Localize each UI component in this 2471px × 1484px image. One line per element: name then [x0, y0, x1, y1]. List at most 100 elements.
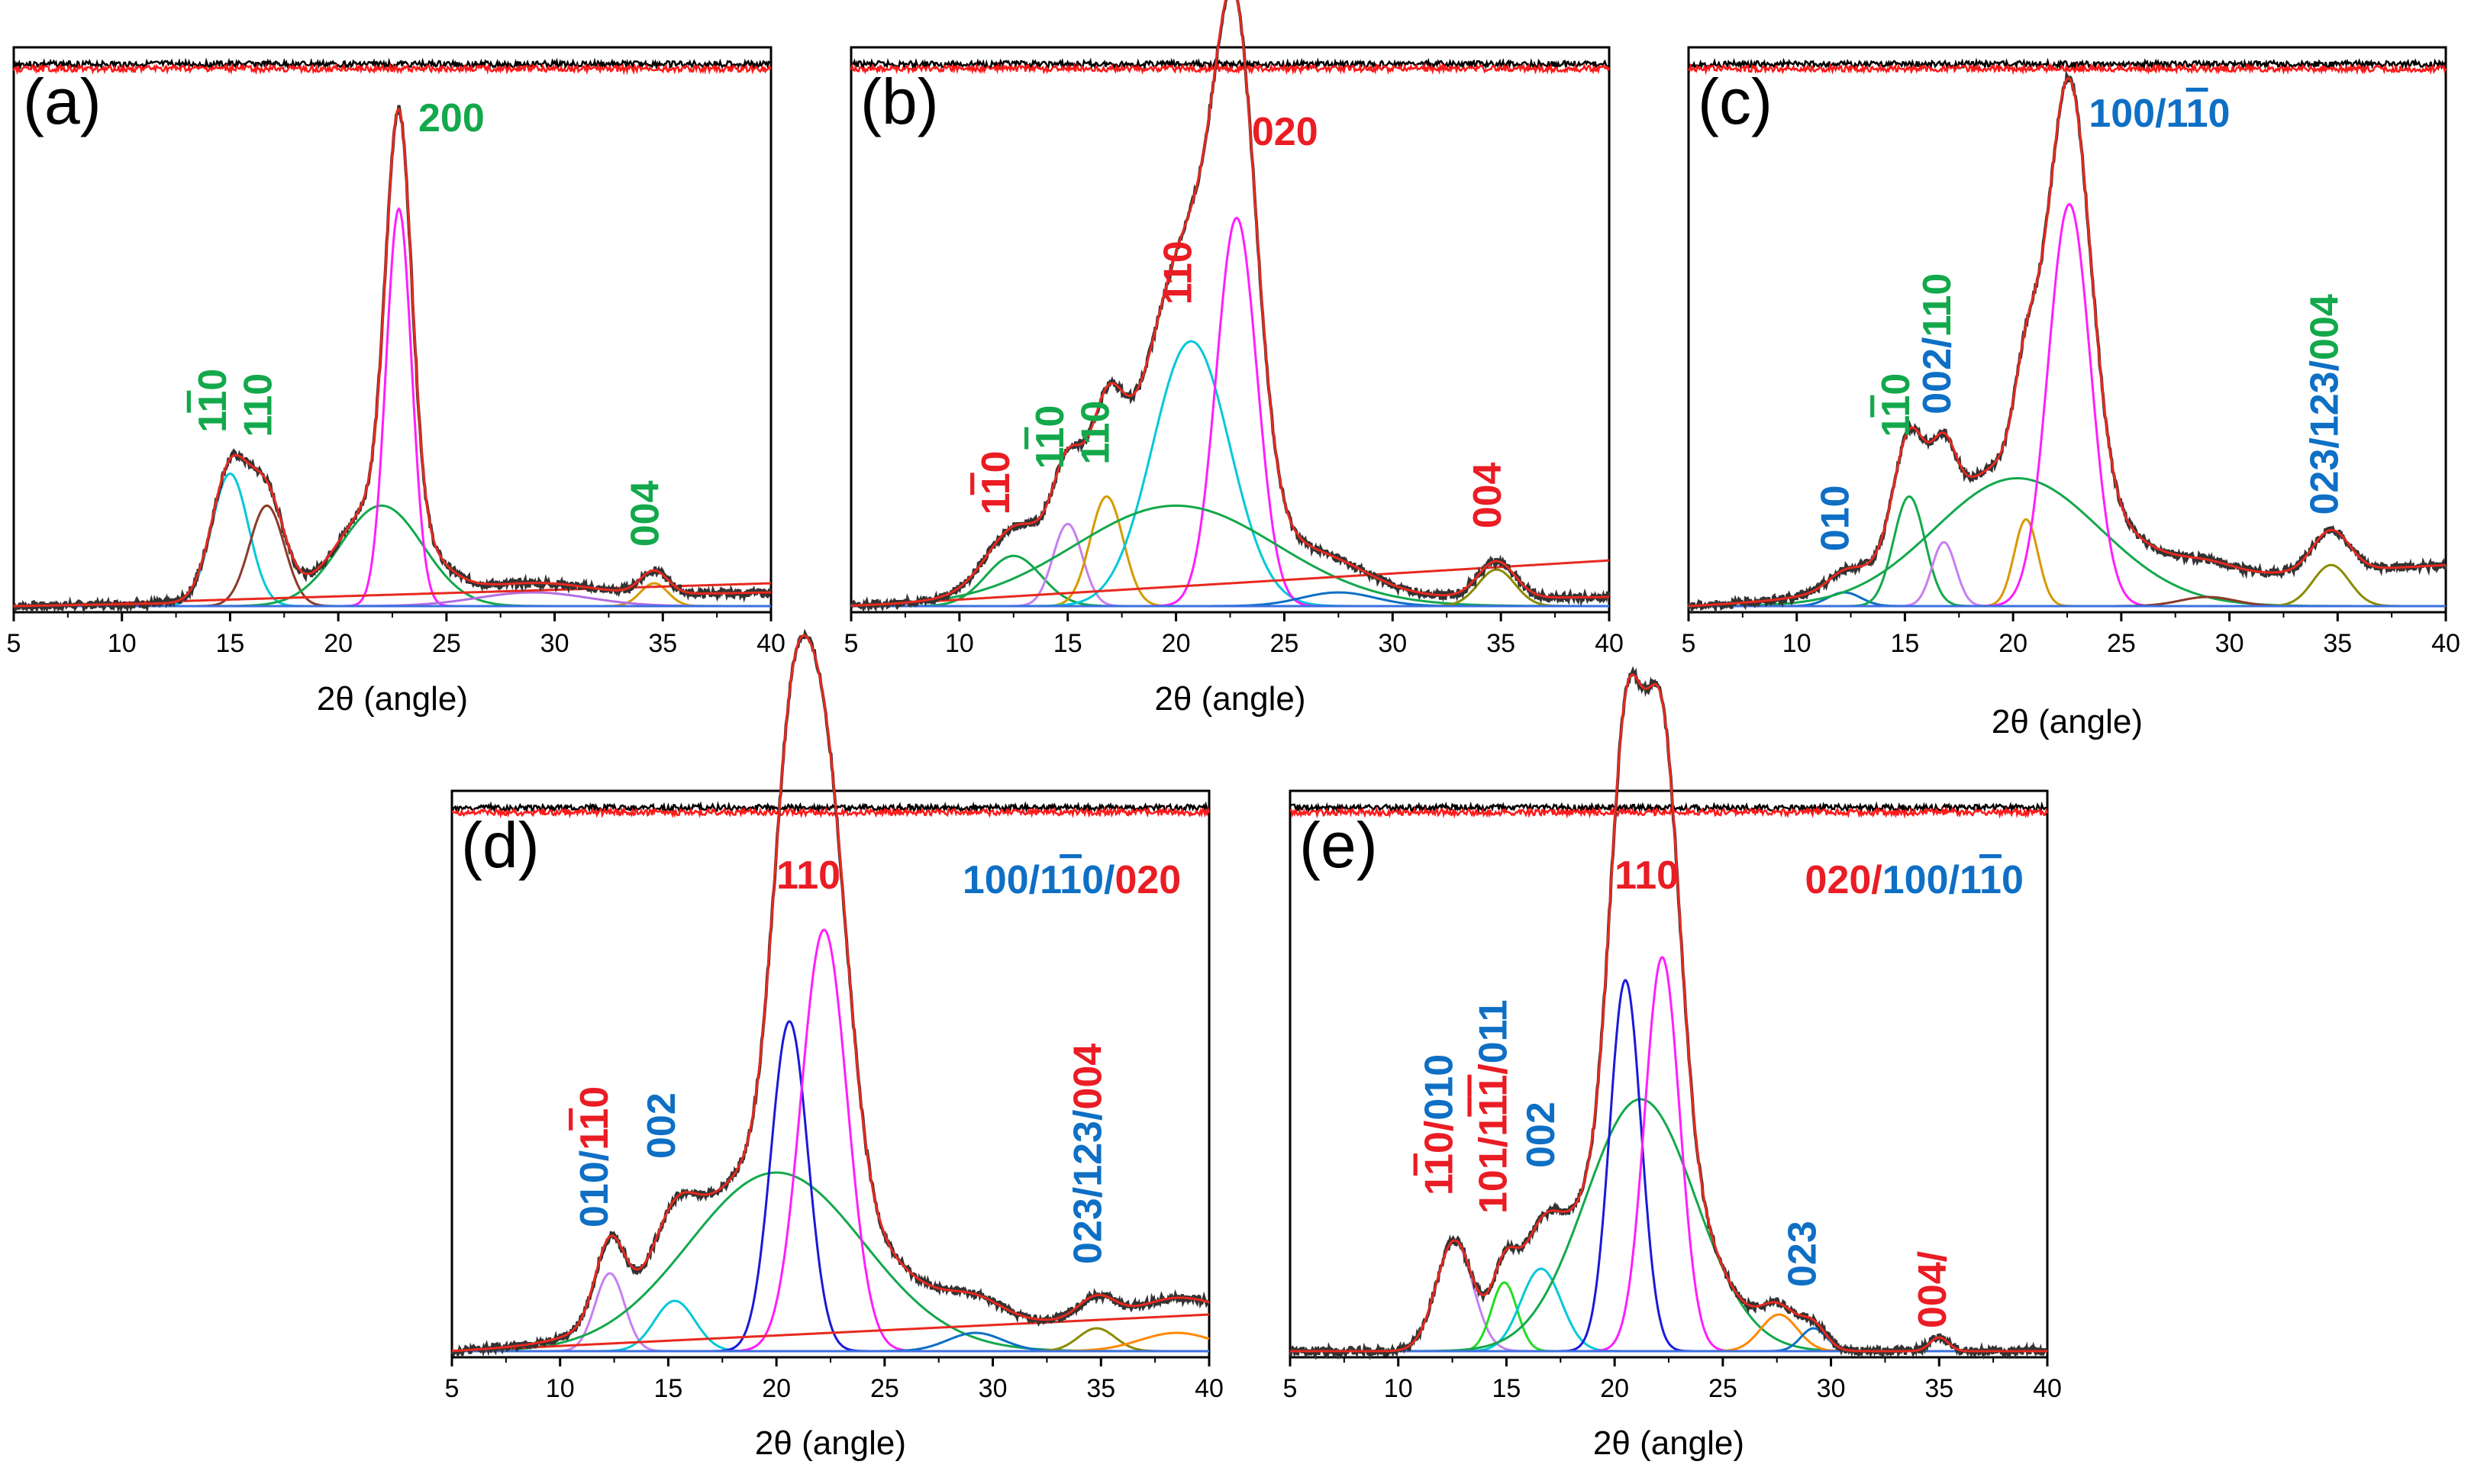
peak-index-part: 004 [2302, 294, 2347, 360]
peak-index-part: 1 [1028, 448, 1073, 469]
x-tick-label: 35 [648, 629, 677, 658]
fitted-sum-trace [14, 108, 771, 608]
peak-index-part: 1 [2186, 92, 2208, 136]
peak-index-label: 023 [1781, 1221, 1825, 1287]
x-tick-label: 5 [7, 629, 21, 658]
peak-index-part: 110 [1074, 401, 1118, 465]
peak-index-label: 110/010 [1418, 1054, 1462, 1195]
peak-index-label: 110 [191, 369, 235, 433]
peak-index-part: 020 [1115, 858, 1181, 902]
peak-index-part: 011 [1471, 999, 1515, 1063]
panel-label: (a) [23, 66, 102, 137]
peak-index-label: 004 [624, 480, 668, 547]
peak-index-label: 110 [1074, 401, 1118, 465]
peak-index-label: 023/123/004 [1066, 1044, 1110, 1264]
peak-index-label: 110 [1874, 373, 1918, 437]
peak-index-part: 020 [1252, 110, 1318, 154]
peak-index-part: 020/ [1805, 858, 1882, 902]
x-tick-label: 40 [1195, 1374, 1224, 1403]
x-tick-label: 30 [1378, 629, 1407, 658]
peak-index-part: 100/1 [963, 858, 1061, 902]
peak-index-part: 0 [2002, 858, 2024, 902]
x-tick-label: 10 [945, 629, 974, 658]
peak-index-part: 1 [1874, 416, 1918, 437]
peak-index-label: 002 [1519, 1102, 1563, 1168]
peak-index-part: 1 [1418, 1174, 1462, 1195]
x-tick-label: 40 [756, 629, 785, 658]
peak-index-part: 023/123/ [2302, 360, 2347, 515]
x-tick-label: 15 [654, 1374, 683, 1403]
peak-index-part: 110 [1156, 240, 1200, 305]
fit-component [451, 1313, 1210, 1353]
peak-index-part: 1 [573, 1129, 617, 1150]
peak-index-part: 101/1 [1471, 1115, 1515, 1214]
x-tick-label: 10 [546, 1374, 575, 1403]
x-tick-label: 30 [540, 629, 569, 658]
peak-index-label: 110 [1615, 853, 1679, 898]
residual-trace [850, 62, 1611, 76]
panel-label: (e) [1299, 809, 1378, 881]
fit-component [452, 1272, 1209, 1353]
peak-index-part: 0 [1874, 373, 1918, 395]
x-tick-label: 35 [1924, 1374, 1953, 1403]
residual-trace [850, 57, 1610, 71]
x-tick-label: 10 [1384, 1374, 1413, 1403]
x-tick-label: 20 [762, 1374, 791, 1403]
residual-trace [12, 62, 772, 76]
peak-index-label: 023/123/004 [2302, 294, 2347, 515]
peak-index-label: 010/110 [573, 1086, 617, 1228]
x-tick-label: 25 [870, 1374, 899, 1403]
peak-index-part: / [1471, 1063, 1515, 1074]
x-axis-label: 2θ (angle) [1992, 703, 2143, 740]
peak-index-part: 023 [1781, 1221, 1825, 1287]
x-tick-label: 20 [1600, 1374, 1629, 1403]
peak-index-part: 004 [624, 480, 668, 547]
peak-index-part: 0 [974, 450, 1018, 473]
fitted-sum-trace [851, 0, 1609, 607]
x-tick-label: 15 [1492, 1374, 1521, 1403]
x-tick-label: 20 [1162, 629, 1191, 658]
peak-index-label: 110 [236, 373, 280, 437]
peak-index-label: 004 [1466, 462, 1510, 528]
x-tick-label: 30 [979, 1374, 1008, 1403]
peak-index-part: 023/123/ [1066, 1110, 1110, 1264]
peak-index-part: 110 [776, 853, 840, 898]
x-tick-label: 30 [1817, 1374, 1846, 1403]
peak-index-label: 002/110 [1915, 273, 1960, 415]
peak-index-label: 100/110/020 [963, 858, 1181, 902]
peak-index-part: 010 [1814, 485, 1858, 551]
x-tick-label: 5 [445, 1374, 460, 1403]
peak-index-part: 1 [974, 493, 1018, 515]
peak-index-part: 1 [1471, 1075, 1515, 1097]
fit-component [851, 216, 1609, 608]
peak-index-label: 110 [974, 450, 1018, 515]
peak-index-part: 004/ [1911, 1251, 1955, 1328]
panel-label: (d) [461, 809, 540, 881]
peak-index-part: 0 [191, 369, 235, 391]
peak-index-label: 020/100/110 [1805, 858, 2024, 902]
peak-index-part: 1 [1471, 1095, 1515, 1117]
x-axis-label: 2θ (angle) [755, 1424, 906, 1462]
peak-index-part: 1 [1028, 427, 1073, 450]
x-tick-label: 15 [1053, 629, 1082, 658]
peak-index-label: 100/110 [2089, 92, 2230, 136]
peak-index-label: 110 [1156, 240, 1200, 305]
peak-index-part: 0 [2208, 92, 2231, 136]
x-tick-label: 5 [844, 629, 859, 658]
peak-index-part: 010 [1418, 1054, 1462, 1121]
peak-index-part: 0/ [1082, 858, 1115, 902]
peak-index-part: 110 [1615, 853, 1679, 898]
x-tick-label: 10 [108, 629, 137, 658]
peak-index-label: 004/ [1911, 1251, 1955, 1328]
x-tick-label: 20 [324, 629, 353, 658]
fitted-sum-trace [1290, 673, 2047, 1353]
peak-index-part: 0 [1028, 405, 1073, 427]
x-tick-label: 40 [1595, 629, 1624, 658]
peak-index-part: 1 [1979, 858, 2002, 902]
peak-index-part: 1 [1874, 395, 1918, 418]
x-tick-label: 35 [1086, 1374, 1115, 1403]
